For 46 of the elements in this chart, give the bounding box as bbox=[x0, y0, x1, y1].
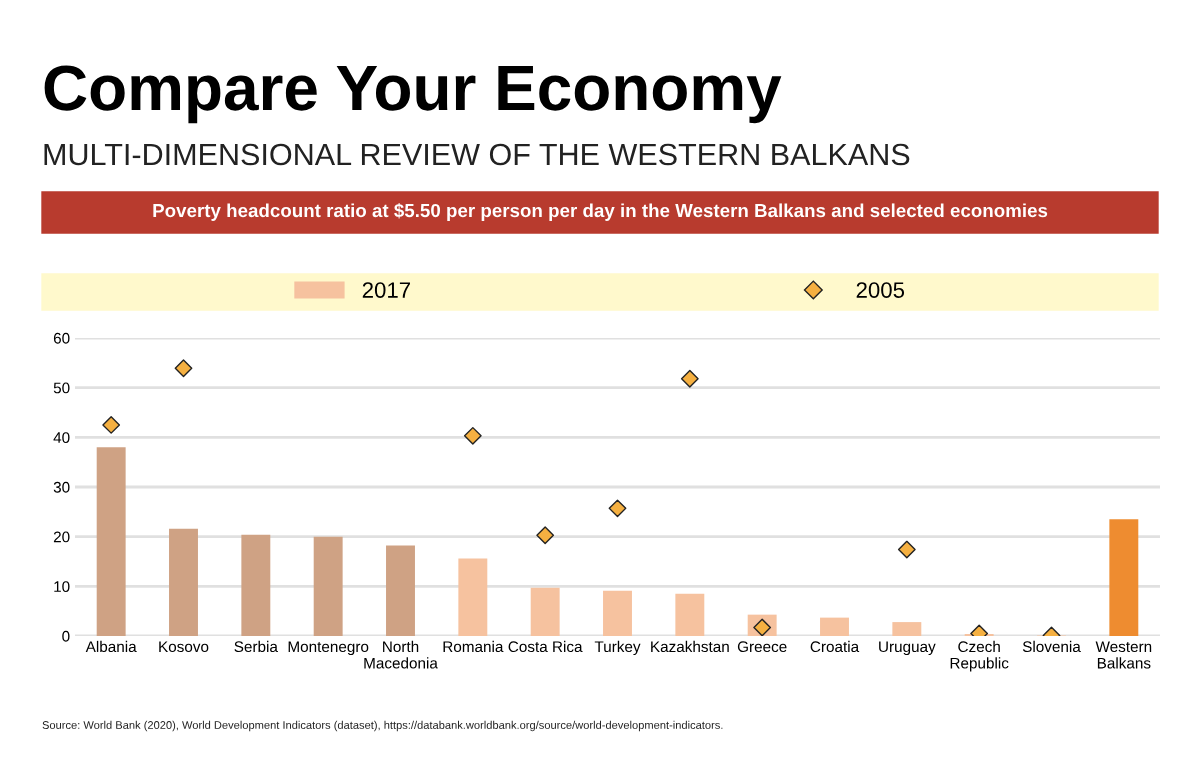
bar bbox=[892, 622, 922, 636]
bar bbox=[1109, 519, 1139, 636]
y-tick-label: 40 bbox=[53, 432, 70, 444]
legend-label: 2017 bbox=[362, 282, 410, 298]
point bbox=[897, 540, 916, 559]
bar bbox=[530, 587, 560, 636]
y-tick-label: 60 bbox=[53, 332, 70, 344]
x-tick-label: Turkey bbox=[594, 640, 641, 656]
point bbox=[536, 526, 555, 545]
x-tick-label: Greece bbox=[737, 641, 787, 653]
chart-subtitle: MULTI-DIMENSIONAL REVIEW OF THE WESTERN BALKANS bbox=[44, 143, 910, 166]
source-note: Source: World Bank (2020), World Development Indicators (dataset), https://databank.worldbank.org/source/world-development-indicators. bbox=[42, 720, 723, 732]
x-tick-label: Albania bbox=[85, 640, 137, 653]
bar bbox=[386, 545, 415, 636]
x-tick-label: Czech Republic bbox=[950, 640, 1009, 672]
x-tick-label: Kazakhstan bbox=[651, 640, 729, 653]
y-tick-label: 0 bbox=[62, 630, 70, 642]
y-tick-label: 50 bbox=[53, 382, 70, 394]
bar bbox=[458, 558, 488, 636]
y-tick-label: 10 bbox=[54, 581, 70, 593]
legend-label: 2005 bbox=[856, 282, 905, 298]
x-tick-label: Uruguay bbox=[879, 641, 936, 656]
x-tick-label: Montenegro bbox=[288, 641, 369, 656]
x-tick-label: Romania bbox=[443, 640, 504, 653]
bar bbox=[820, 617, 849, 636]
x-tick-label: Costa Rica bbox=[508, 640, 583, 653]
chart-title: Compare Your Economy bbox=[44, 65, 782, 124]
bar bbox=[675, 593, 705, 636]
point bbox=[174, 359, 193, 378]
y-tick-label: 30 bbox=[53, 481, 70, 493]
point bbox=[680, 369, 699, 388]
bar bbox=[241, 534, 271, 636]
bar bbox=[169, 528, 198, 636]
text: Poverty headcount ratio at $5.50 per person per day in the Western Balkans and selected economies bbox=[153, 203, 1048, 221]
point bbox=[102, 416, 121, 434]
x-tick-label: Slovenia bbox=[1022, 640, 1081, 653]
bar bbox=[313, 536, 343, 636]
point bbox=[608, 499, 627, 518]
y-tick-label: 20 bbox=[53, 531, 70, 543]
point bbox=[463, 426, 482, 445]
x-tick-label: Serbia bbox=[234, 640, 278, 653]
x-tick-label: Croatia bbox=[810, 640, 860, 653]
x-tick-label: Kosovo bbox=[159, 641, 209, 653]
bar bbox=[96, 447, 126, 636]
x-tick-label: Western Balkans bbox=[1095, 641, 1152, 669]
bar bbox=[603, 590, 632, 636]
